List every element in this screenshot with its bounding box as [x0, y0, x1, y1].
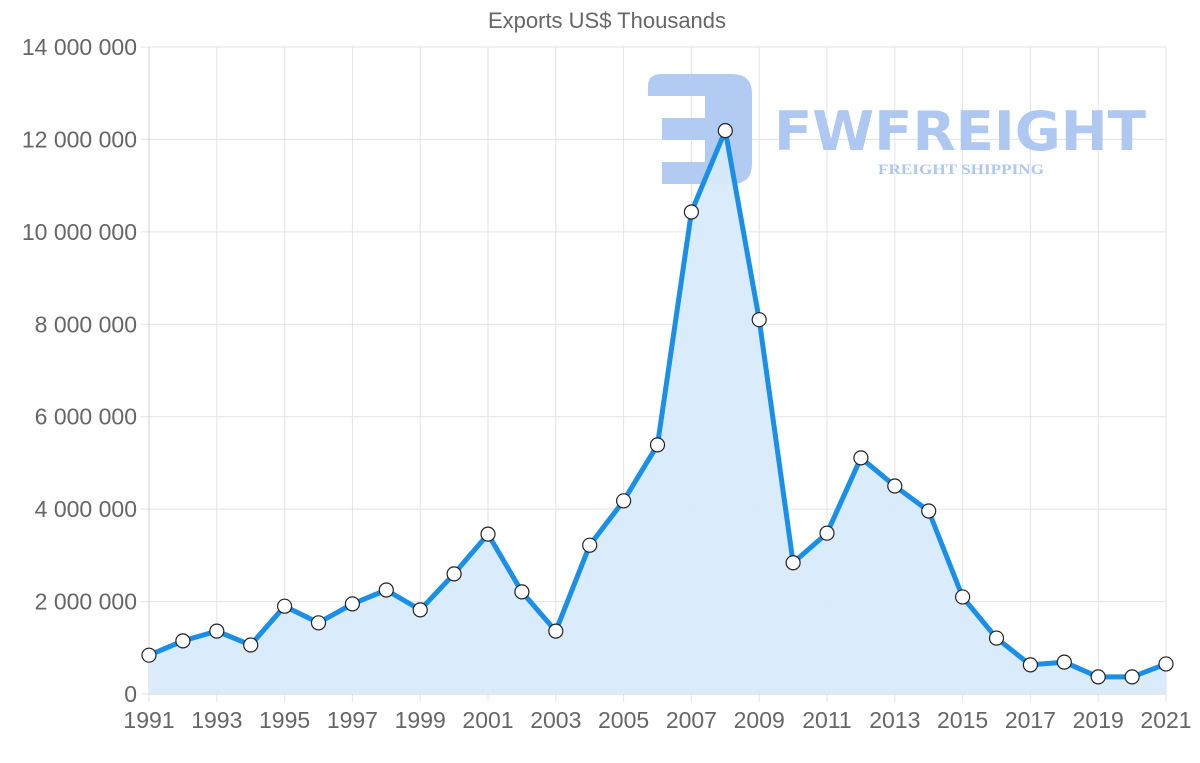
y-tick-label: 6 000 000 — [35, 404, 137, 430]
data-point[interactable] — [378, 582, 394, 598]
x-tick-label: 1999 — [395, 707, 446, 733]
y-tick-label: 12 000 000 — [22, 126, 137, 152]
y-tick-label: 10 000 000 — [22, 219, 137, 245]
data-point[interactable] — [1056, 654, 1072, 670]
fw-logo-icon — [648, 74, 752, 184]
x-tick-label: 1997 — [327, 707, 378, 733]
data-point[interactable] — [1158, 656, 1174, 672]
data-point[interactable] — [175, 633, 191, 649]
y-tick-label: 2 000 000 — [35, 589, 137, 615]
data-point[interactable] — [954, 589, 971, 605]
y-axis: 0 2 000 000 4 000 000 6 000 000 8 000 000 10 … — [22, 34, 137, 707]
data-point[interactable] — [310, 615, 327, 631]
data-point[interactable] — [446, 566, 462, 582]
x-tick-label: 2011 — [802, 707, 851, 733]
data-point[interactable] — [988, 630, 1005, 646]
watermark-logo: FWFREIGHT FREIGHT SHIPPING — [648, 74, 1146, 184]
data-point[interactable] — [480, 526, 496, 542]
area-fill — [149, 130, 1166, 695]
data-point[interactable] — [1090, 669, 1106, 685]
x-axis: 1991 1993 1995 1997 1999 2001 2003 2005 2007 2009… — [123, 707, 1191, 733]
data-point[interactable] — [751, 312, 767, 328]
x-tick-label: 2003 — [530, 707, 581, 733]
data-point[interactable] — [548, 623, 564, 639]
x-tick-label: 1995 — [259, 707, 310, 733]
watermark-brand: FWFREIGHT — [774, 100, 1146, 163]
data-point[interactable] — [785, 555, 801, 571]
y-tick-label: 14 000 000 — [22, 34, 137, 60]
x-tick-label: 2015 — [937, 707, 988, 733]
data-point[interactable] — [717, 123, 733, 139]
data-point[interactable] — [277, 598, 293, 614]
data-points — [141, 123, 1174, 685]
x-tick-label: 2007 — [666, 707, 717, 733]
x-tick-label: 1991 — [123, 707, 174, 733]
data-point[interactable] — [1022, 657, 1039, 673]
data-point[interactable] — [683, 204, 700, 220]
watermark-tagline: FREIGHT SHIPPING — [878, 162, 1044, 178]
x-tick-label: 2013 — [869, 707, 920, 733]
x-tick-label: 2021 — [1140, 707, 1191, 733]
y-tick-label: 8 000 000 — [35, 311, 137, 337]
data-point[interactable] — [1124, 669, 1140, 685]
data-point[interactable] — [853, 450, 869, 466]
x-tick-label: 1993 — [191, 707, 242, 733]
y-tick-label: 4 000 000 — [35, 496, 137, 522]
data-point[interactable] — [921, 503, 937, 519]
data-point[interactable] — [582, 537, 598, 553]
data-point[interactable] — [243, 637, 259, 653]
x-tick-label: 2001 — [462, 707, 513, 733]
y-tick-label: 0 — [124, 681, 137, 707]
x-tick-label: 2009 — [734, 707, 785, 733]
x-tick-label: 2005 — [598, 707, 649, 733]
data-point[interactable] — [514, 584, 530, 600]
data-point[interactable] — [649, 437, 666, 453]
data-point[interactable] — [819, 525, 835, 541]
data-point[interactable] — [412, 602, 428, 618]
data-point[interactable] — [209, 623, 225, 639]
chart-title: Exports US$ Thousands — [487, 8, 727, 33]
data-point[interactable] — [344, 596, 360, 612]
data-point[interactable] — [887, 478, 903, 494]
x-tick-label: 2019 — [1073, 707, 1124, 733]
data-point[interactable] — [615, 493, 632, 509]
x-tick-label: 2017 — [1005, 707, 1056, 733]
data-point[interactable] — [141, 647, 157, 663]
